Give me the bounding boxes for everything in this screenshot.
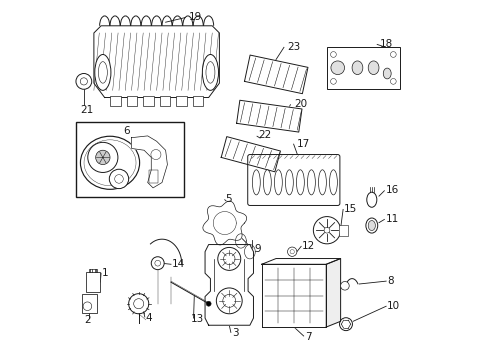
Circle shape [287, 247, 296, 256]
Text: 23: 23 [287, 42, 300, 51]
Polygon shape [131, 136, 167, 188]
Text: 5: 5 [225, 194, 232, 204]
Bar [126, 96, 137, 107]
Text: 11: 11 [385, 214, 398, 224]
Polygon shape [261, 258, 340, 264]
Text: 19: 19 [188, 12, 202, 22]
Text: 18: 18 [379, 39, 392, 49]
Bar [326, 47, 400, 89]
Ellipse shape [367, 221, 375, 230]
Bar [142, 96, 153, 107]
Polygon shape [261, 264, 325, 327]
Polygon shape [236, 100, 302, 132]
Bar [110, 96, 121, 107]
Ellipse shape [263, 170, 271, 195]
Ellipse shape [285, 170, 293, 195]
Text: 12: 12 [301, 240, 314, 251]
Text: 22: 22 [258, 130, 271, 140]
Text: 9: 9 [254, 244, 261, 254]
Circle shape [128, 294, 148, 314]
Polygon shape [203, 201, 246, 245]
Polygon shape [213, 212, 236, 234]
Circle shape [339, 318, 352, 330]
Bar [82, 294, 97, 313]
Text: 21: 21 [80, 105, 93, 115]
Ellipse shape [383, 68, 390, 79]
Ellipse shape [274, 170, 282, 195]
Ellipse shape [296, 170, 304, 195]
Bar [148, 170, 158, 183]
Text: 16: 16 [385, 185, 398, 195]
Text: 13: 13 [190, 314, 203, 324]
Text: 1: 1 [102, 267, 108, 278]
Circle shape [151, 257, 164, 270]
Circle shape [217, 247, 240, 270]
Bar [159, 96, 170, 107]
Ellipse shape [329, 170, 337, 195]
Ellipse shape [95, 54, 111, 90]
Ellipse shape [307, 170, 315, 195]
Text: 20: 20 [293, 99, 306, 109]
Ellipse shape [202, 54, 218, 90]
Ellipse shape [330, 61, 344, 75]
Circle shape [96, 150, 110, 165]
Bar [76, 122, 183, 197]
Polygon shape [325, 258, 340, 327]
Circle shape [88, 142, 118, 172]
Text: 4: 4 [145, 313, 151, 323]
Ellipse shape [367, 61, 378, 75]
Text: 15: 15 [344, 204, 357, 215]
Bar [338, 225, 347, 235]
Bar [176, 96, 186, 107]
Circle shape [313, 217, 340, 244]
Text: 3: 3 [231, 328, 238, 338]
Text: 14: 14 [172, 258, 185, 269]
Text: 17: 17 [297, 139, 310, 149]
Ellipse shape [365, 218, 377, 233]
FancyBboxPatch shape [247, 154, 339, 206]
Ellipse shape [351, 61, 362, 75]
Text: 10: 10 [386, 301, 400, 311]
Text: 7: 7 [304, 332, 311, 342]
Bar [86, 272, 100, 292]
Ellipse shape [252, 170, 260, 195]
Bar [192, 96, 203, 107]
Polygon shape [204, 244, 253, 325]
Circle shape [206, 301, 211, 306]
Ellipse shape [318, 170, 325, 195]
Text: 2: 2 [83, 315, 90, 325]
Text: 6: 6 [122, 126, 129, 136]
Polygon shape [244, 55, 307, 94]
Circle shape [340, 282, 348, 290]
Circle shape [109, 169, 128, 189]
Circle shape [76, 73, 92, 89]
Polygon shape [221, 137, 280, 172]
Polygon shape [94, 26, 219, 98]
Circle shape [216, 288, 242, 314]
Ellipse shape [366, 192, 376, 207]
Text: 8: 8 [386, 276, 393, 286]
